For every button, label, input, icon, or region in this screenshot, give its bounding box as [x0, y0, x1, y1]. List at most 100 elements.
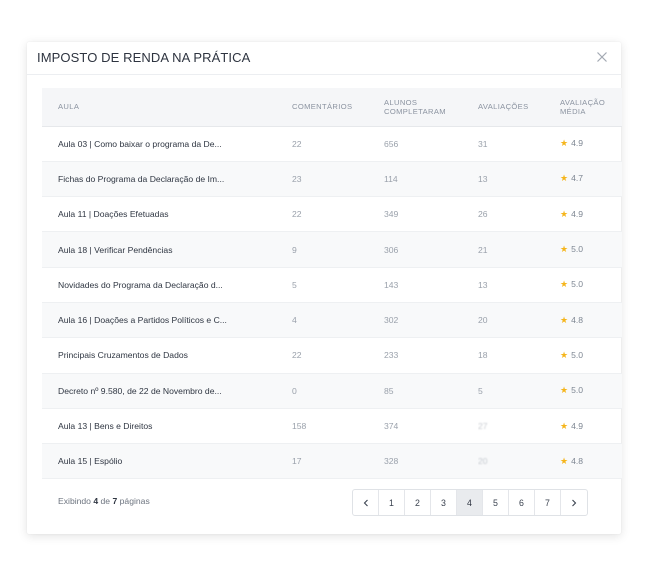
- comments-count: 9: [292, 231, 384, 268]
- chevron-left-icon: [362, 499, 370, 507]
- students-completed: 233: [384, 337, 478, 374]
- star-icon: ★: [560, 173, 569, 184]
- average-rating-value: 4.7: [571, 173, 584, 184]
- lesson-title: Aula 13 | Bens e Direitos: [42, 408, 292, 445]
- average-rating: ★ 5.0: [560, 373, 622, 409]
- pagination-info-current: 4: [93, 496, 99, 506]
- star-icon: ★: [560, 349, 569, 360]
- average-rating: ★ 4.9: [560, 196, 622, 233]
- comments-count: 22: [292, 196, 384, 233]
- average-rating-value: 4.9: [571, 208, 584, 219]
- table-row: Aula 03 | Como baixar o programa da De..…: [42, 126, 622, 162]
- close-icon: [593, 48, 611, 66]
- average-rating-value: 4.8: [571, 455, 584, 466]
- lesson-title: Aula 18 | Verificar Pendências: [42, 231, 292, 268]
- star-icon: ★: [560, 244, 569, 255]
- average-rating-value: 4.8: [571, 314, 584, 325]
- comments-count: 5: [292, 267, 384, 303]
- average-rating-value: 5.0: [571, 349, 584, 360]
- column-header-media-line1: AVALIAÇÃO: [560, 97, 606, 107]
- table-header-row: AULA COMENTÁRIOS ALUNOS COMPLETARAM AVALI…: [42, 88, 622, 127]
- students-completed: 374: [384, 408, 478, 445]
- ratings-count: 31: [478, 126, 560, 162]
- pagination: 1 2 3 4 5 6 7: [352, 489, 588, 516]
- lesson-stats-modal: IMPOSTO DE RENDA NA PRÁTICA AULA COMENTÁ…: [27, 42, 622, 534]
- table-row: Aula 16 | Doações a Partidos Políticos e…: [42, 302, 622, 339]
- ratings-count-value: 27: [478, 421, 488, 432]
- column-header-comentarios: COMENTÁRIOS: [292, 88, 384, 127]
- comments-count: 0: [292, 373, 384, 409]
- column-header-media-line2: MÉDIA: [560, 106, 586, 116]
- pagination-info-middle: de: [100, 496, 111, 506]
- pagination-page-6[interactable]: 6: [509, 490, 535, 515]
- average-rating: ★ 4.7: [560, 161, 622, 198]
- ratings-count: 27: [478, 408, 560, 445]
- table-row: Novidades do Programa da Declaração d...…: [42, 267, 622, 303]
- ratings-count: 26: [478, 196, 560, 233]
- pagination-page-1[interactable]: 1: [379, 490, 405, 515]
- students-completed: 656: [384, 126, 478, 162]
- average-rating: ★ 5.0: [560, 267, 622, 303]
- average-rating: ★ 5.0: [560, 231, 622, 268]
- lesson-title: Decreto nº 9.580, de 22 de Novembro de..…: [42, 373, 292, 409]
- table-row: Fichas do Programa da Declaração de Im..…: [42, 161, 622, 198]
- star-icon: ★: [560, 138, 569, 149]
- average-rating-value: 4.9: [571, 138, 584, 149]
- comments-count: 23: [292, 161, 384, 198]
- comments-count: 158: [292, 408, 384, 445]
- ratings-count: 5: [478, 373, 560, 409]
- lesson-title: Fichas do Programa da Declaração de Im..…: [42, 161, 292, 198]
- pagination-page-7[interactable]: 7: [535, 490, 561, 515]
- star-icon: ★: [560, 279, 569, 290]
- students-completed: 306: [384, 231, 478, 268]
- average-rating-value: 5.0: [571, 385, 584, 396]
- column-header-alunos-line2: COMPLETARAM: [384, 106, 446, 116]
- table-row: Principais Cruzamentos de Dados 22 233 1…: [42, 337, 622, 374]
- star-icon: ★: [560, 455, 569, 466]
- pagination-info-total: 7: [112, 496, 118, 506]
- column-header-media: AVALIAÇÃO MÉDIA: [560, 88, 622, 127]
- ratings-count: 13: [478, 161, 560, 198]
- column-header-alunos-line1: ALUNOS: [384, 97, 418, 107]
- students-completed: 302: [384, 302, 478, 339]
- table-row: Aula 15 | Espólio 17 328 20 ★ 4.8: [42, 443, 622, 480]
- star-icon: ★: [560, 420, 569, 431]
- pagination-info: Exibindo 4 de 7 páginas: [58, 496, 150, 506]
- close-button[interactable]: [593, 48, 611, 66]
- ratings-count: 21: [478, 231, 560, 268]
- star-icon: ★: [560, 208, 569, 219]
- average-rating: ★ 4.9: [560, 126, 622, 162]
- lesson-title: Principais Cruzamentos de Dados: [42, 337, 292, 374]
- average-rating: ★ 4.8: [560, 302, 622, 339]
- table-body: Aula 03 | Como baixar o programa da De..…: [42, 126, 622, 480]
- pagination-next-button[interactable]: [561, 490, 587, 515]
- comments-count: 22: [292, 337, 384, 374]
- pagination-info-suffix: páginas: [119, 496, 150, 506]
- students-completed: 349: [384, 196, 478, 233]
- pagination-info-prefix: Exibindo: [58, 496, 91, 506]
- lesson-title: Aula 15 | Espólio: [42, 443, 292, 480]
- pagination-page-4-active[interactable]: 4: [457, 490, 483, 515]
- star-icon: ★: [560, 314, 569, 325]
- lessons-table: AULA COMENTÁRIOS ALUNOS COMPLETARAM AVALI…: [42, 88, 622, 480]
- comments-count: 22: [292, 126, 384, 162]
- table-row: Aula 11 | Doações Efetuadas 22 349 26 ★ 4…: [42, 196, 622, 233]
- average-rating-value: 5.0: [571, 279, 584, 290]
- pagination-page-3[interactable]: 3: [431, 490, 457, 515]
- students-completed: 143: [384, 267, 478, 303]
- lesson-title: Aula 03 | Como baixar o programa da De..…: [42, 126, 292, 162]
- pagination-page-5[interactable]: 5: [483, 490, 509, 515]
- ratings-count: 18: [478, 337, 560, 374]
- average-rating-value: 5.0: [571, 244, 584, 255]
- pagination-prev-button[interactable]: [353, 490, 379, 515]
- average-rating: ★ 4.8: [560, 443, 622, 480]
- column-header-alunos: ALUNOS COMPLETARAM: [384, 88, 478, 127]
- lesson-title: Novidades do Programa da Declaração d...: [42, 267, 292, 303]
- chevron-right-icon: [570, 499, 578, 507]
- average-rating: ★ 5.0: [560, 337, 622, 374]
- students-completed: 85: [384, 373, 478, 409]
- average-rating: ★ 4.9: [560, 408, 622, 445]
- pagination-page-2[interactable]: 2: [405, 490, 431, 515]
- table-row: Decreto nº 9.580, de 22 de Novembro de..…: [42, 373, 622, 409]
- column-header-avaliacoes: AVALIAÇÕES: [478, 88, 560, 127]
